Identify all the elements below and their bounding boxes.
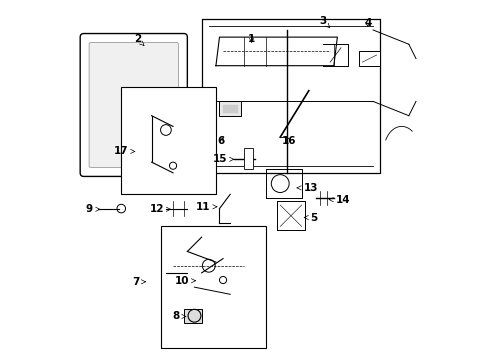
Text: 8: 8 [172, 311, 185, 321]
Text: 4: 4 [363, 18, 371, 28]
Text: 9: 9 [85, 204, 100, 214]
Bar [121, 87, 216, 194]
Text: 5: 5 [304, 212, 317, 222]
Text: 7: 7 [132, 277, 145, 287]
Text: 17: 17 [114, 147, 135, 157]
Text: 14: 14 [328, 195, 349, 204]
Text: 10: 10 [174, 276, 195, 286]
Text: 6: 6 [217, 136, 224, 147]
FancyBboxPatch shape [89, 42, 178, 167]
Text: 15: 15 [212, 154, 233, 164]
Text: 1: 1 [247, 34, 255, 44]
Bar [219, 102, 241, 116]
Text: 3: 3 [319, 16, 329, 28]
Bar [183, 309, 201, 323]
Bar [160, 226, 265, 348]
Text: 11: 11 [196, 202, 217, 212]
Bar [244, 148, 253, 169]
Text: 2: 2 [133, 34, 143, 46]
Bar [358, 51, 380, 66]
Text: 12: 12 [149, 204, 170, 214]
Text: 16: 16 [281, 136, 296, 147]
FancyBboxPatch shape [80, 33, 187, 176]
Text: 13: 13 [297, 183, 317, 193]
